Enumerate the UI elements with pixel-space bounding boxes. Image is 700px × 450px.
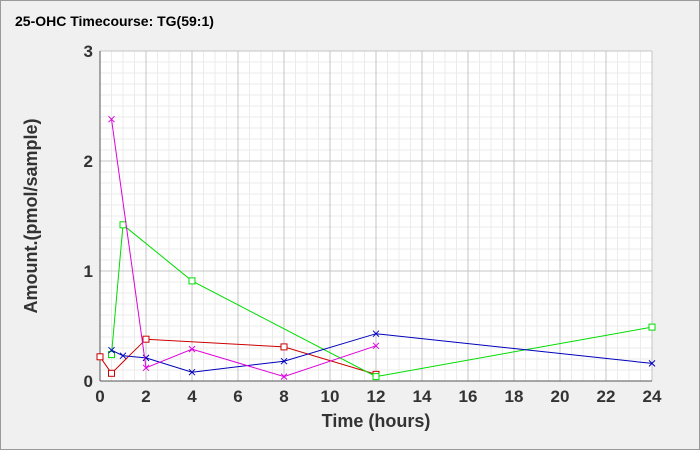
data-point-marker [108, 369, 115, 377]
data-point-marker [648, 323, 656, 331]
data-point-marker [108, 115, 115, 123]
data-point-marker [372, 373, 380, 381]
data-point-marker [188, 368, 196, 376]
x-tick-label: 16 [459, 387, 478, 406]
data-point-marker [280, 373, 288, 380]
y-tick-label: 1 [84, 262, 93, 281]
x-tick-label: 12 [367, 387, 386, 406]
x-tick-label: 18 [505, 387, 524, 406]
data-point-marker [372, 342, 380, 350]
data-point-marker [372, 330, 380, 338]
data-point-marker [188, 345, 196, 353]
x-tick-label: 24 [643, 387, 662, 406]
data-point-marker [648, 360, 656, 367]
x-tick-label: 14 [413, 387, 432, 406]
x-tick-label: 8 [279, 387, 288, 406]
axes [99, 51, 652, 382]
x-tick-label: 4 [187, 387, 197, 406]
y-tick-label: 0 [84, 372, 93, 391]
data-point-marker [108, 346, 115, 354]
data-point-marker [119, 221, 127, 229]
y-tick-label: 3 [84, 42, 93, 61]
data-point-marker [108, 351, 115, 359]
data-point-marker [188, 277, 196, 285]
data-point-marker [142, 364, 150, 372]
y-tick-label: 2 [84, 152, 93, 171]
x-axis-label: Time (hours) [322, 411, 431, 431]
x-tick-label: 20 [551, 387, 570, 406]
chart-title: 25-OHC Timecourse: TG(59:1) [15, 13, 214, 29]
x-tick-label: 6 [233, 387, 242, 406]
x-tick-label: 22 [597, 387, 616, 406]
data-point-marker [142, 335, 150, 343]
data-point-marker [280, 357, 288, 365]
data-point-marker [119, 352, 127, 360]
x-tick-label: 0 [95, 387, 104, 406]
x-tick-label: 2 [141, 387, 150, 406]
x-tick-label: 10 [321, 387, 340, 406]
y-axis-label: Amount.(pmol/sample) [21, 118, 41, 313]
series-layer [96, 115, 656, 381]
data-point-marker [96, 353, 104, 361]
data-point-marker [280, 343, 288, 351]
